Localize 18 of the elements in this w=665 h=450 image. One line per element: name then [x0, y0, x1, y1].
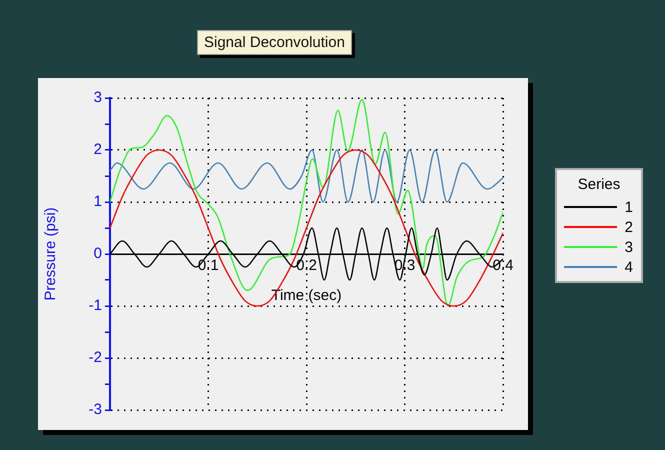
chart-title: Signal Deconvolution	[197, 30, 352, 55]
legend-label: 1	[624, 198, 633, 216]
line-series	[110, 149, 503, 203]
legend-title: Series	[576, 176, 622, 193]
y-tick-label: 3	[94, 89, 102, 106]
y-axis-title: Pressure (psi)	[42, 207, 60, 301]
x-tick-label: 0.1	[198, 257, 219, 274]
y-tick-label: 1	[94, 193, 102, 210]
y-tick-label: -2	[88, 349, 102, 366]
x-tick-label: 0.2	[296, 257, 317, 274]
y-tick-label: 0	[94, 245, 102, 262]
y-tick-label: 2	[94, 141, 102, 158]
legend-label: 4	[624, 258, 633, 276]
x-tick-label: 0.4	[492, 257, 514, 274]
y-tick-label: -3	[88, 401, 102, 418]
y-tick-label: -1	[88, 297, 102, 314]
legend-label: 2	[624, 218, 633, 236]
legend-label: 3	[624, 238, 633, 256]
